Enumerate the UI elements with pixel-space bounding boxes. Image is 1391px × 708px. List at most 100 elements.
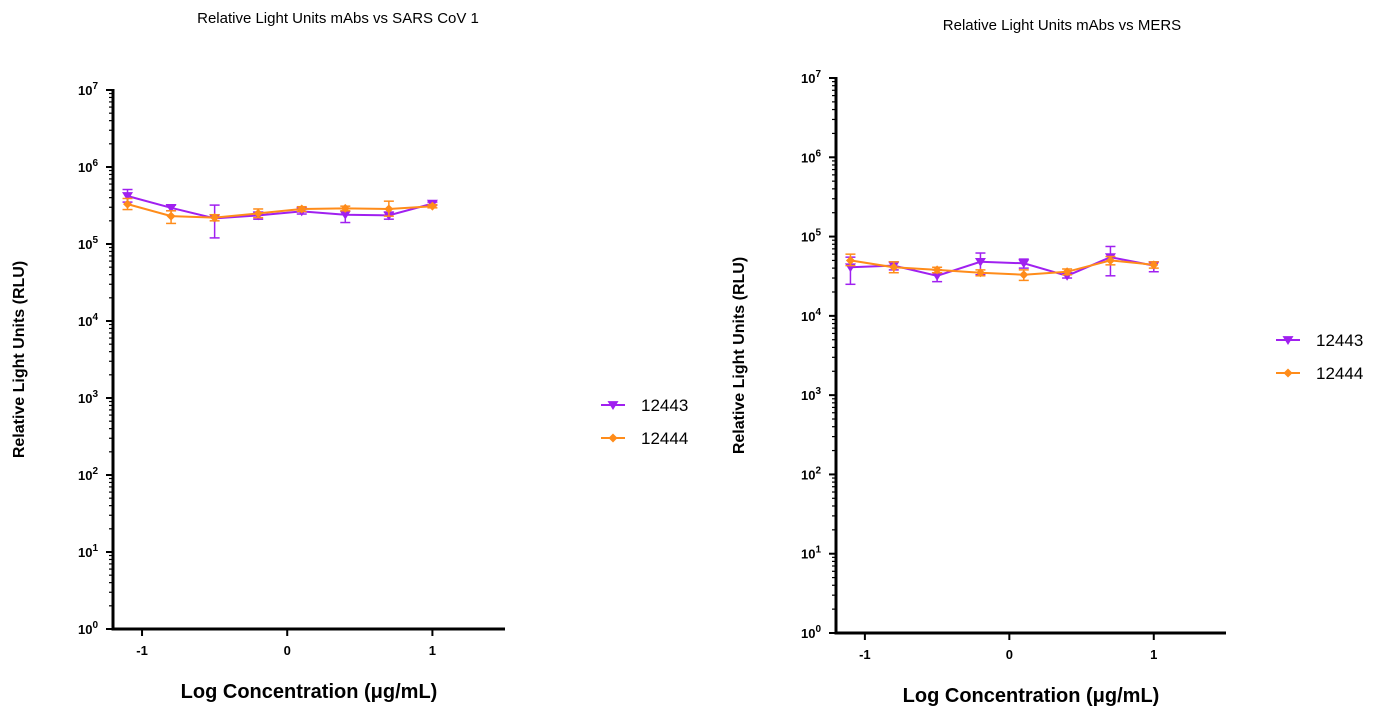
y-tick-base: 10 bbox=[801, 71, 815, 86]
y-tick-exponent: 0 bbox=[92, 620, 98, 631]
data-point bbox=[253, 208, 263, 218]
y-tick-base: 10 bbox=[801, 626, 815, 641]
y-tick-base: 10 bbox=[78, 237, 92, 252]
y-axis-title: Relative Light Units (RLU) bbox=[731, 257, 748, 454]
y-tick-label: 100 bbox=[801, 624, 821, 641]
data-point bbox=[1105, 255, 1115, 265]
series-line bbox=[127, 195, 433, 220]
y-tick-exponent: 1 bbox=[92, 543, 98, 554]
series-line bbox=[850, 259, 1154, 276]
y-tick-exponent: 1 bbox=[815, 545, 821, 556]
legend-item-12444: 12444 bbox=[1276, 364, 1363, 383]
data-point bbox=[889, 262, 899, 272]
y-tick-exponent: 7 bbox=[92, 81, 98, 92]
y-tick-label: 106 bbox=[78, 158, 98, 175]
series-12444 bbox=[122, 197, 438, 225]
data-point bbox=[427, 201, 437, 211]
y-tick-exponent: 5 bbox=[815, 228, 821, 239]
data-point bbox=[932, 265, 942, 275]
y-tick-exponent: 4 bbox=[92, 312, 98, 323]
y-tick-exponent: 3 bbox=[815, 386, 821, 397]
data-point bbox=[1019, 270, 1029, 280]
legend-marker bbox=[607, 401, 619, 410]
y-tick-label: 100 bbox=[78, 620, 98, 637]
y-tick-label: 103 bbox=[801, 386, 821, 403]
x-tick-label: 0 bbox=[284, 643, 291, 658]
y-tick-base: 10 bbox=[78, 545, 92, 560]
y-tick-base: 10 bbox=[78, 83, 92, 98]
y-tick-label: 102 bbox=[78, 466, 98, 483]
legend-label: 12444 bbox=[641, 429, 688, 448]
y-tick-label: 104 bbox=[78, 312, 98, 329]
y-tick-label: 102 bbox=[801, 465, 821, 482]
y-tick-exponent: 5 bbox=[92, 235, 98, 246]
y-tick-label: 103 bbox=[78, 389, 98, 406]
y-tick-exponent: 2 bbox=[815, 465, 821, 476]
y-axis-title: Relative Light Units (RLU) bbox=[11, 261, 28, 458]
y-tick-base: 10 bbox=[78, 468, 92, 483]
y-tick-label: 101 bbox=[78, 543, 98, 560]
legend-marker bbox=[1283, 368, 1293, 378]
y-tick-exponent: 3 bbox=[92, 389, 98, 400]
y-tick-base: 10 bbox=[801, 230, 815, 245]
y-tick-base: 10 bbox=[801, 150, 815, 165]
x-tick-label: -1 bbox=[859, 647, 871, 662]
legend-marker bbox=[1282, 336, 1294, 345]
x-tick-label: 1 bbox=[1150, 647, 1157, 662]
legend-label: 12444 bbox=[1316, 364, 1363, 383]
x-axis-title: Log Concentration (μg/mL) bbox=[181, 681, 438, 703]
y-tick-exponent: 0 bbox=[815, 624, 821, 635]
y-tick-label: 105 bbox=[78, 235, 98, 252]
data-point bbox=[122, 192, 134, 201]
y-tick-base: 10 bbox=[78, 622, 92, 637]
data-point bbox=[165, 203, 177, 213]
data-point bbox=[210, 213, 220, 223]
x-axis-title: Log Concentration (μg/mL) bbox=[903, 685, 1160, 707]
data-point bbox=[123, 199, 133, 209]
mers-chart: Relative Light Units mAbs vs MERS1001011… bbox=[731, 17, 1363, 707]
y-tick-label: 106 bbox=[801, 148, 821, 165]
data-point bbox=[1149, 260, 1159, 270]
data-point bbox=[845, 255, 855, 265]
y-tick-exponent: 4 bbox=[815, 307, 821, 318]
y-tick-label: 105 bbox=[801, 228, 821, 245]
y-tick-exponent: 7 bbox=[815, 69, 821, 80]
data-point bbox=[340, 203, 350, 213]
data-point bbox=[974, 257, 986, 267]
legend-item-12443: 12443 bbox=[1276, 331, 1363, 350]
data-point bbox=[384, 204, 394, 214]
y-tick-label: 107 bbox=[78, 81, 98, 98]
y-tick-base: 10 bbox=[78, 391, 92, 406]
legend-label: 12443 bbox=[1316, 331, 1363, 350]
x-tick-label: 0 bbox=[1006, 647, 1013, 662]
y-tick-base: 10 bbox=[801, 547, 815, 562]
data-point bbox=[975, 268, 985, 278]
series-line bbox=[127, 203, 433, 219]
legend-label: 12443 bbox=[641, 396, 688, 415]
x-tick-label: 1 bbox=[429, 643, 436, 658]
y-tick-exponent: 6 bbox=[92, 158, 98, 169]
y-tick-base: 10 bbox=[78, 314, 92, 329]
data-point bbox=[297, 204, 307, 214]
data-point bbox=[166, 211, 176, 221]
sars-cov-1-chart: Relative Light Units mAbs vs SARS CoV 1 1… bbox=[11, 10, 688, 703]
legend-marker bbox=[608, 433, 618, 443]
data-point bbox=[931, 271, 943, 281]
y-tick-base: 10 bbox=[78, 160, 92, 175]
legend-item-12443: 12443 bbox=[601, 396, 688, 415]
y-tick-base: 10 bbox=[801, 309, 815, 324]
data-point bbox=[1018, 259, 1030, 269]
x-tick-label: -1 bbox=[136, 643, 148, 658]
y-tick-label: 104 bbox=[801, 307, 821, 324]
chart-title: Relative Light Units mAbs vs MERS bbox=[943, 17, 1181, 34]
data-point bbox=[1062, 267, 1072, 277]
y-tick-exponent: 6 bbox=[815, 148, 821, 159]
chart-title: Relative Light Units mAbs vs SARS CoV 1 bbox=[197, 10, 479, 27]
legend-item-12444: 12444 bbox=[601, 429, 688, 448]
series-12444 bbox=[845, 253, 1159, 282]
y-tick-base: 10 bbox=[801, 388, 815, 403]
y-tick-exponent: 2 bbox=[92, 466, 98, 477]
y-tick-base: 10 bbox=[801, 467, 815, 482]
y-tick-label: 101 bbox=[801, 545, 821, 562]
